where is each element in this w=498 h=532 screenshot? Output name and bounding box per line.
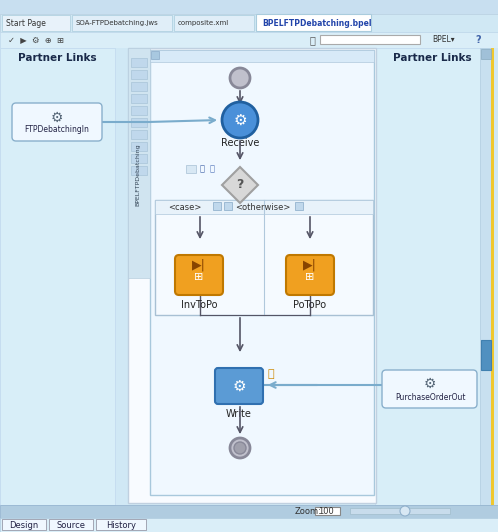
- Text: ?: ?: [475, 35, 481, 45]
- Text: Zoom:: Zoom:: [295, 508, 322, 517]
- Text: ?: ?: [237, 179, 244, 192]
- Bar: [0, 505, 498, 519]
- Bar: [131, 58, 147, 67]
- Bar: [150, 50, 374, 62]
- Text: BPELFTPDebatching: BPELFTPDebatching: [135, 144, 140, 206]
- Bar: [2, 15, 70, 31]
- Text: 🚩: 🚩: [267, 369, 273, 379]
- Text: Write: Write: [226, 409, 252, 419]
- Bar: [131, 70, 147, 79]
- Bar: [131, 154, 147, 163]
- Bar: [131, 82, 147, 91]
- Polygon shape: [222, 167, 258, 203]
- Bar: [155, 200, 373, 214]
- Text: Start Page: Start Page: [6, 19, 46, 28]
- Bar: [131, 142, 147, 151]
- Bar: [0, 518, 498, 532]
- Text: PoToPo: PoToPo: [293, 300, 327, 310]
- Bar: [151, 51, 159, 59]
- Bar: [315, 507, 340, 515]
- Text: Receive: Receive: [221, 138, 259, 148]
- Text: ⚙: ⚙: [233, 112, 247, 128]
- Text: History: History: [106, 520, 136, 529]
- Bar: [350, 508, 450, 514]
- Text: Partner Links: Partner Links: [18, 53, 96, 63]
- Circle shape: [234, 442, 246, 454]
- Bar: [0, 32, 498, 48]
- Bar: [491, 48, 494, 505]
- FancyBboxPatch shape: [175, 255, 223, 295]
- Text: 🔍: 🔍: [310, 35, 316, 45]
- FancyBboxPatch shape: [286, 255, 334, 295]
- Text: Partner Links: Partner Links: [393, 53, 471, 63]
- Text: BPEL▾: BPEL▾: [432, 36, 455, 45]
- Text: <otherwise>: <otherwise>: [235, 203, 290, 212]
- Text: ⊞: ⊞: [305, 272, 315, 282]
- Text: ⚙: ⚙: [232, 378, 246, 394]
- Bar: [72, 15, 172, 31]
- Text: PurchaseOrderOut: PurchaseOrderOut: [395, 394, 465, 403]
- Text: Source: Source: [56, 520, 86, 529]
- Circle shape: [230, 438, 250, 458]
- Text: InvToPo: InvToPo: [181, 300, 217, 310]
- Text: BPELFTPDebatching.bpel: BPELFTPDebatching.bpel: [262, 19, 372, 28]
- Bar: [224, 202, 232, 210]
- Bar: [131, 94, 147, 103]
- Text: <case>: <case>: [168, 203, 201, 212]
- Bar: [0, 14, 498, 32]
- Text: FTPDebatchingIn: FTPDebatchingIn: [24, 126, 90, 135]
- Text: ⊞: ⊞: [194, 272, 204, 282]
- FancyBboxPatch shape: [382, 370, 477, 408]
- Bar: [481, 340, 491, 370]
- Text: composite.xml: composite.xml: [178, 20, 229, 26]
- Text: ▶|: ▶|: [192, 259, 206, 271]
- Bar: [295, 202, 303, 210]
- Bar: [128, 48, 376, 503]
- Bar: [481, 49, 491, 59]
- Text: SOA-FTPDebatching.jws: SOA-FTPDebatching.jws: [76, 20, 159, 26]
- Circle shape: [230, 68, 250, 88]
- Bar: [150, 50, 374, 495]
- Bar: [128, 48, 150, 278]
- Text: 100: 100: [318, 508, 334, 517]
- Text: ▶|: ▶|: [303, 259, 317, 271]
- Bar: [186, 165, 196, 173]
- FancyBboxPatch shape: [215, 368, 263, 404]
- Bar: [0, 0, 498, 15]
- Bar: [174, 15, 254, 31]
- Bar: [256, 14, 371, 31]
- Bar: [320, 35, 420, 44]
- Circle shape: [222, 102, 258, 138]
- Bar: [49, 519, 93, 530]
- Text: 🔧: 🔧: [210, 164, 215, 173]
- Bar: [375, 48, 490, 505]
- Bar: [131, 130, 147, 139]
- Text: Design: Design: [9, 520, 39, 529]
- Bar: [155, 200, 373, 315]
- Text: ⚙: ⚙: [424, 377, 436, 391]
- Bar: [213, 202, 221, 210]
- Text: 🔧: 🔧: [200, 164, 205, 173]
- Bar: [131, 106, 147, 115]
- Bar: [480, 48, 492, 505]
- Text: ✓  ▶  ⚙  ⊕  ⊞: ✓ ▶ ⚙ ⊕ ⊞: [8, 36, 64, 45]
- Circle shape: [400, 506, 410, 516]
- Bar: [0, 48, 115, 505]
- Bar: [2, 519, 46, 530]
- FancyBboxPatch shape: [12, 103, 102, 141]
- Bar: [0, 48, 498, 505]
- Bar: [131, 118, 147, 127]
- Text: ⚙: ⚙: [51, 111, 63, 125]
- Bar: [96, 519, 146, 530]
- Bar: [131, 166, 147, 175]
